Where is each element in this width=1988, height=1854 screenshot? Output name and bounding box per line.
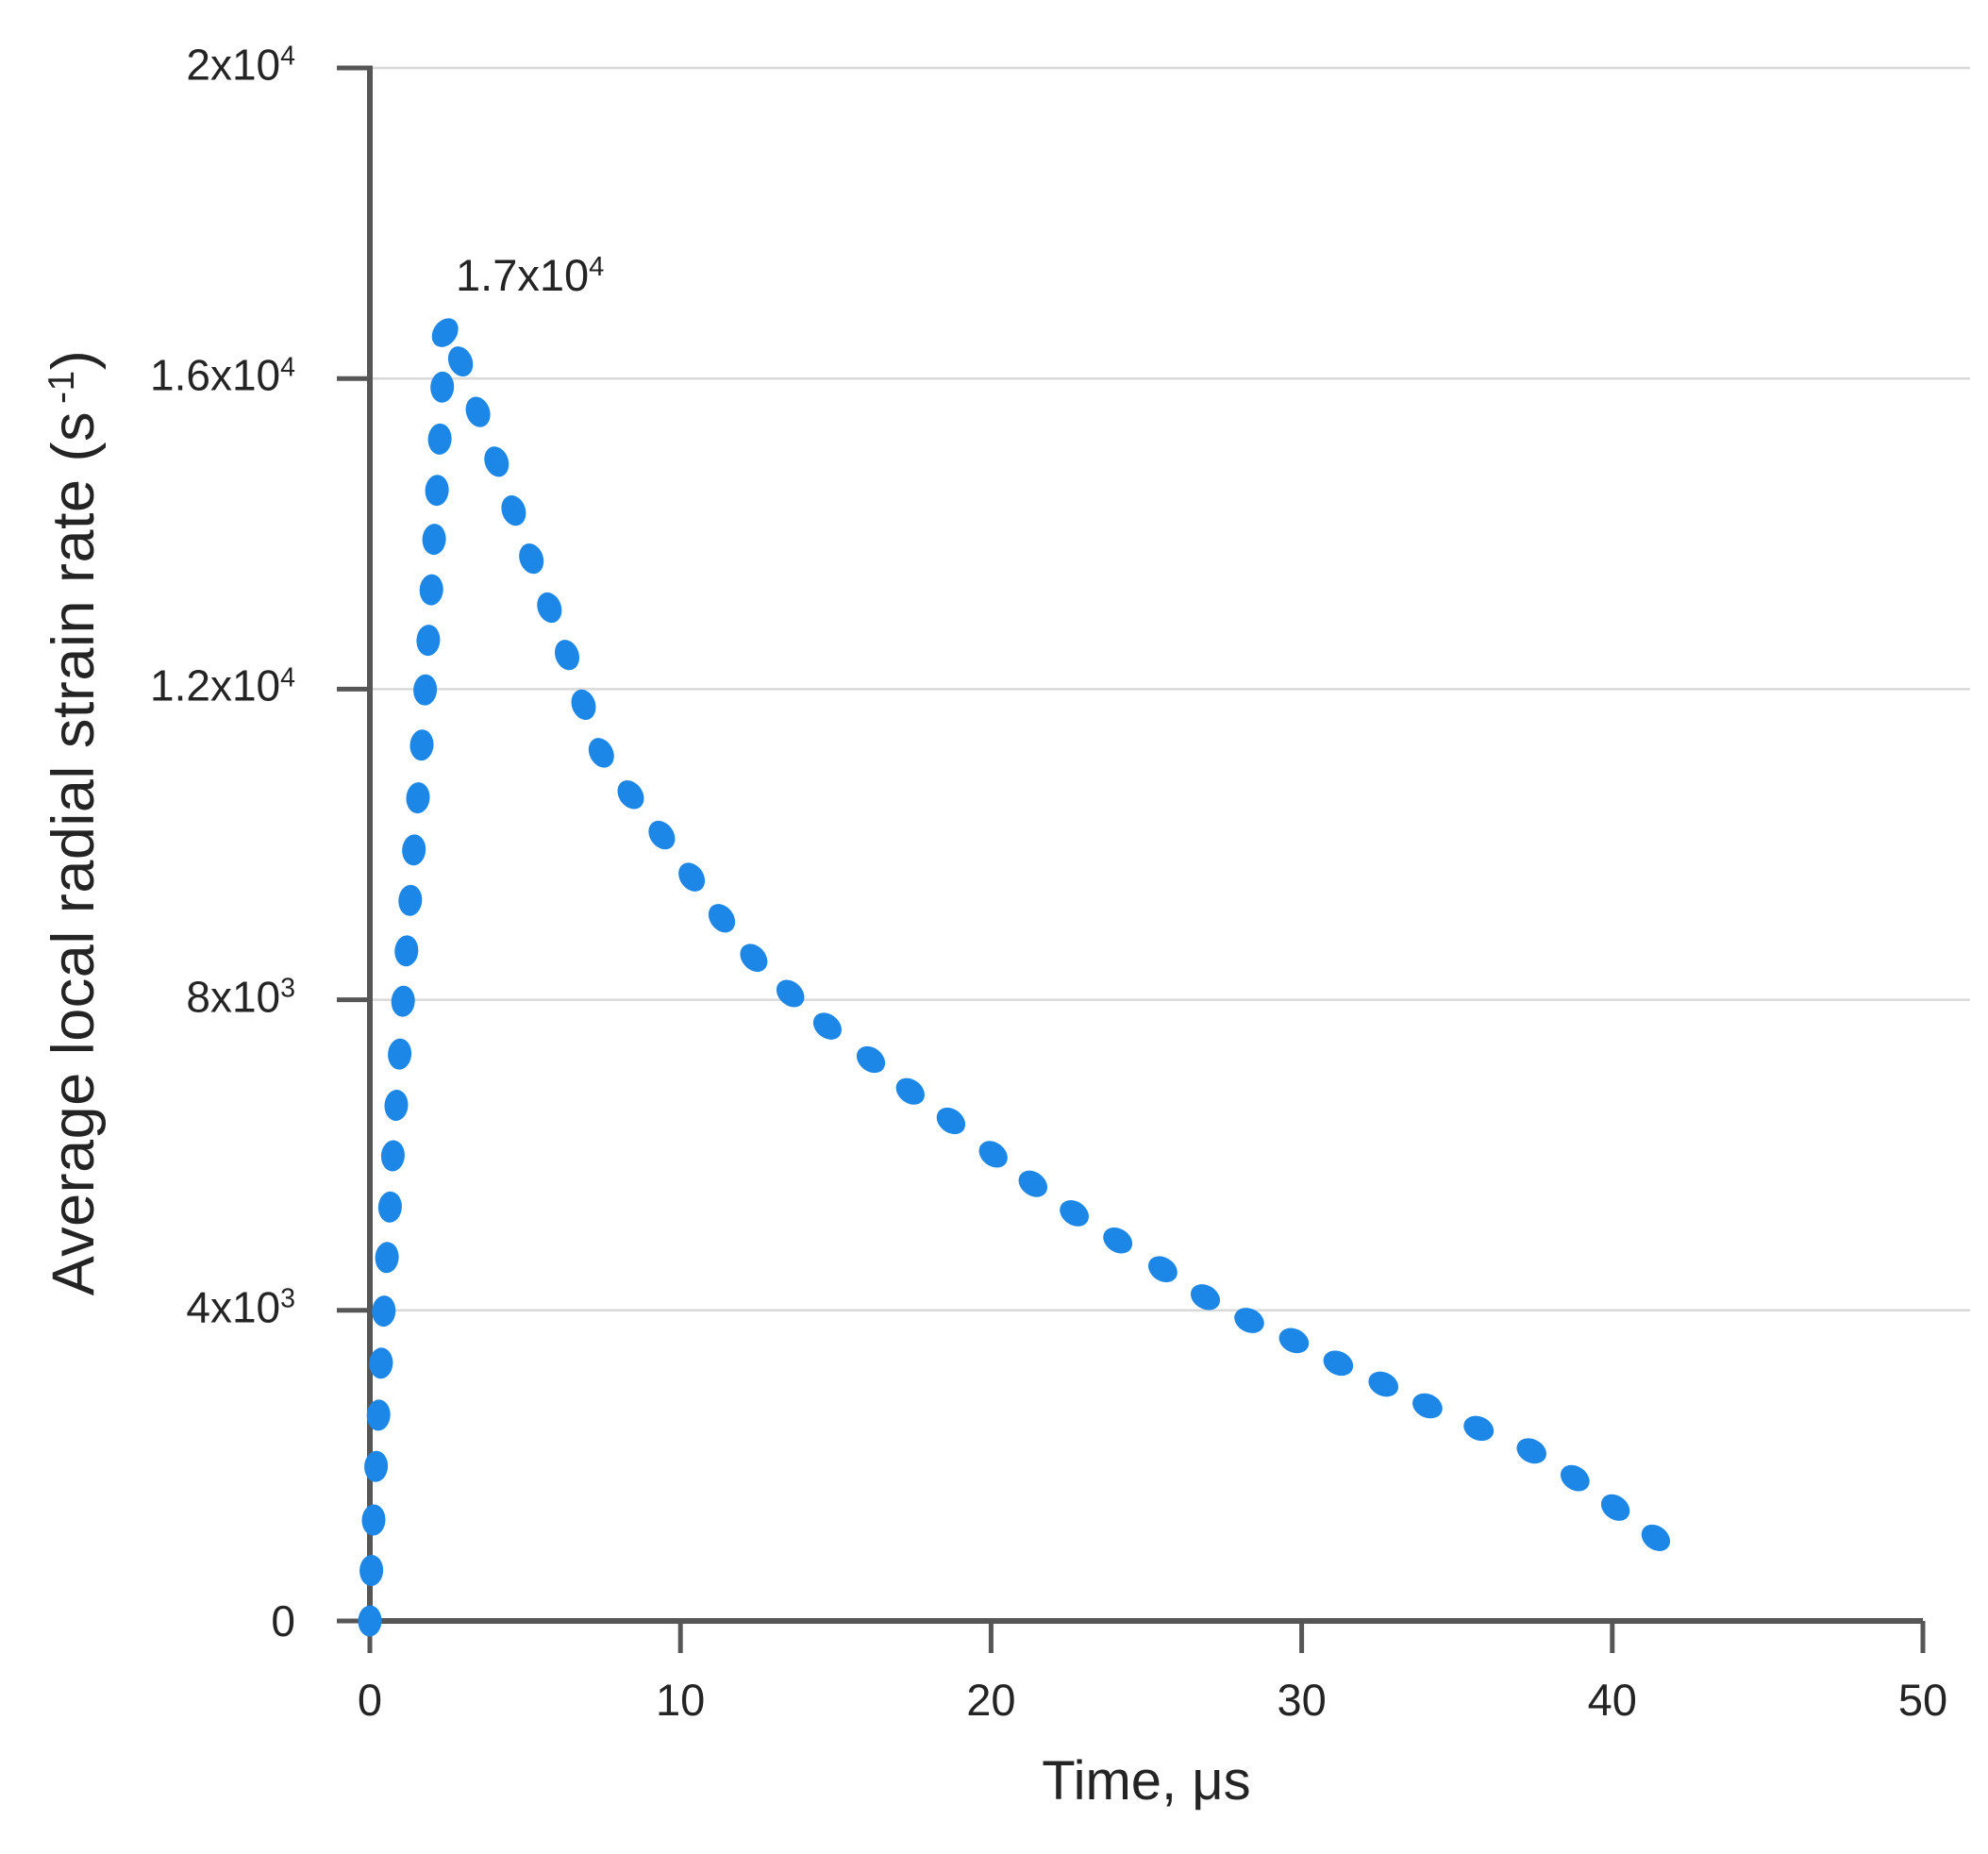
y-tick-label-mantissa: 4x10 — [186, 1282, 281, 1332]
data-dot — [856, 1045, 886, 1074]
data-dot — [1103, 1227, 1133, 1254]
y-tick-label-exponent: 3 — [280, 1283, 295, 1314]
data-dot — [1412, 1393, 1443, 1419]
data-dot — [366, 1399, 391, 1431]
y-tick-label-0: 0 — [52, 1597, 295, 1645]
data-dot — [361, 1504, 386, 1536]
x-tick-label-30: 30 — [1277, 1675, 1327, 1725]
data-dot — [398, 884, 423, 916]
y-tick-label-exponent: 3 — [280, 973, 295, 1004]
data-dot — [537, 592, 562, 624]
data-dot — [394, 935, 419, 967]
data-dot — [358, 1605, 382, 1637]
data-dot — [372, 1295, 396, 1328]
data-dot — [380, 1140, 405, 1172]
data-dot — [427, 423, 452, 455]
data-dot — [1278, 1328, 1310, 1354]
data-dot — [419, 574, 443, 606]
data-dot — [1516, 1438, 1546, 1464]
y-tick-label-mantissa: 1.6x10 — [150, 350, 281, 400]
x-tick-label-20: 20 — [966, 1675, 1016, 1725]
data-dot — [375, 1242, 399, 1274]
data-dot — [1641, 1524, 1671, 1551]
data-dot — [416, 625, 441, 657]
data-dot — [391, 985, 415, 1017]
data-dot — [402, 834, 426, 866]
data-dot — [406, 782, 430, 814]
x-tick-label-40: 40 — [1587, 1675, 1637, 1725]
data-dot — [776, 979, 805, 1008]
y-tick-label-exponent: 4 — [280, 662, 295, 693]
peak-annotation: 1.7x104 — [456, 249, 604, 301]
x-tick-label-10: 10 — [656, 1675, 706, 1725]
data-dot — [501, 495, 526, 526]
data-dot — [1463, 1415, 1495, 1442]
data-dot — [359, 1555, 384, 1586]
data-dot — [447, 346, 474, 377]
data-dot — [978, 1141, 1008, 1168]
y-tick-label-exponent: 4 — [280, 41, 295, 72]
data-dot — [364, 1450, 389, 1482]
data-dot — [648, 820, 676, 850]
data-dot — [895, 1077, 925, 1105]
data-dot — [740, 944, 768, 973]
y-tick-label-4000: 4x103 — [52, 1283, 295, 1337]
data-dot — [812, 1012, 842, 1040]
data-dot — [678, 862, 706, 892]
y-tick-label-exponent: 4 — [280, 352, 295, 383]
x-axis-title: Time, μs — [1042, 1750, 1251, 1812]
y-tick-label-mantissa: 0 — [271, 1596, 295, 1645]
peak-annotation-text: 1.7x10 — [456, 250, 590, 300]
data-dot — [936, 1107, 966, 1135]
data-dot — [388, 1038, 412, 1070]
y-tick-label-16000: 1.6x104 — [52, 352, 295, 406]
data-dot — [1560, 1464, 1590, 1492]
y-tick-label-8000: 8x103 — [52, 973, 295, 1027]
y-tick-label-mantissa: 1.2x10 — [150, 660, 281, 710]
y-axis-title-close: ) — [41, 349, 107, 371]
peak-annotation-superscript: 4 — [589, 251, 605, 282]
data-dot — [409, 729, 434, 761]
data-dot — [1600, 1494, 1630, 1521]
data-dot — [571, 689, 596, 721]
data-dot — [617, 780, 644, 810]
x-tick-label-0: 0 — [357, 1675, 383, 1725]
data-dot — [554, 640, 580, 671]
data-dot — [519, 543, 544, 575]
data-dot — [425, 475, 449, 507]
y-tick-label-12000: 1.2x104 — [52, 662, 295, 716]
data-dot — [1323, 1350, 1354, 1377]
y-tick-label-mantissa: 8x10 — [186, 972, 281, 1022]
data-dot — [1147, 1256, 1178, 1283]
data-dot — [484, 446, 510, 477]
data-dot — [588, 738, 614, 768]
y-axis-title-superscript: -1 — [41, 370, 82, 404]
data-dot — [1018, 1170, 1048, 1197]
y-tick-label-20000: 2x104 — [52, 42, 295, 95]
data-dot — [384, 1090, 409, 1121]
data-dot — [1368, 1371, 1399, 1397]
x-tick-label-50: 50 — [1897, 1675, 1948, 1725]
y-axis-title: Average local radial strain rate (s -1) — [40, 350, 108, 1296]
data-dot — [1234, 1308, 1264, 1333]
data-dot — [465, 396, 491, 427]
data-dot — [413, 674, 438, 706]
data-dot — [1190, 1284, 1221, 1311]
y-axis-title-text: Average local radial strain rate (s — [41, 410, 107, 1296]
data-dot — [431, 318, 459, 347]
data-dot — [708, 904, 736, 933]
data-dot — [1060, 1200, 1089, 1227]
data-dot — [377, 1191, 402, 1223]
y-tick-label-mantissa: 2x10 — [186, 40, 281, 90]
data-dot — [422, 524, 446, 556]
data-dot — [369, 1347, 393, 1379]
data-dot — [430, 371, 455, 403]
